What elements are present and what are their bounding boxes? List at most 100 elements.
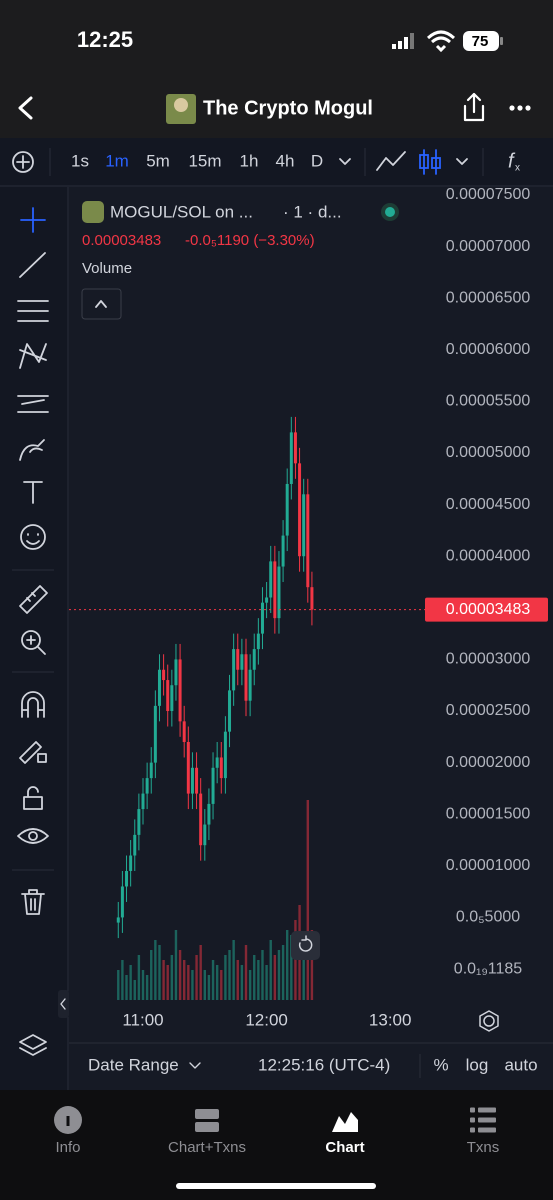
- emoji-tool[interactable]: [20, 524, 46, 550]
- nav-item[interactable]: Chart: [325, 1139, 364, 1156]
- y-tick-label: 0.00005500: [446, 393, 531, 410]
- volume-bar: [248, 970, 252, 1000]
- y-tick-label: 0.00001000: [446, 857, 531, 874]
- candle-body: [281, 535, 285, 567]
- crosshair-tool[interactable]: [20, 207, 46, 233]
- candle-body: [269, 561, 273, 598]
- candle-body: [116, 917, 120, 923]
- interval-button[interactable]: D: [311, 151, 323, 170]
- visibility-tool[interactable]: [17, 828, 49, 844]
- nav-item[interactable]: Info: [55, 1139, 80, 1156]
- volume-bar: [236, 960, 239, 1000]
- clock: 12:25:16 (UTC-4): [258, 1055, 390, 1074]
- volume-bar: [183, 960, 186, 1000]
- layers-tool[interactable]: [19, 1034, 47, 1056]
- candle-body: [211, 767, 215, 804]
- interval-button[interactable]: 1m: [105, 151, 129, 170]
- projection-tool[interactable]: [17, 395, 49, 413]
- delete-tool[interactable]: [21, 889, 45, 915]
- candle-body: [228, 690, 232, 732]
- symbol-name: MOGUL/SOL on ...: [110, 202, 253, 221]
- volume-bar: [215, 965, 219, 1000]
- scale-option[interactable]: auto: [504, 1055, 537, 1074]
- candle-body: [310, 587, 314, 610]
- collapse-arrow: [60, 998, 66, 1010]
- candle-body: [203, 824, 207, 846]
- symbol-suffix: · 1 · d...: [283, 202, 342, 221]
- legend-collapse[interactable]: [81, 288, 122, 320]
- y-tick-label: 0.00002000: [446, 754, 531, 771]
- volume-bar: [121, 960, 124, 1000]
- volume-bar: [203, 970, 206, 1000]
- volume-bar: [170, 955, 174, 1000]
- home-indicator: [176, 1183, 376, 1189]
- candle-body: [219, 757, 223, 779]
- settings-button[interactable]: [483, 1015, 495, 1027]
- interval-button[interactable]: 1s: [71, 151, 89, 170]
- line-chart-button[interactable]: [376, 151, 406, 171]
- brush-tool[interactable]: [19, 439, 45, 461]
- trendline-tool[interactable]: [19, 252, 46, 278]
- candle-body: [137, 809, 141, 835]
- nav-icon-detail: [66, 1116, 70, 1126]
- candle-body: [170, 685, 174, 712]
- magnet-tool[interactable]: [21, 691, 45, 718]
- interval-dropdown[interactable]: [339, 158, 351, 165]
- y-tick-label: 0.00005000: [446, 444, 531, 461]
- fib-tool[interactable]: [17, 300, 49, 322]
- candle-body: [174, 659, 178, 686]
- indicator-button[interactable]: f: [508, 150, 516, 172]
- reset-button[interactable]: [291, 931, 320, 960]
- volume-bar: [195, 955, 198, 1000]
- volume-bar: [125, 975, 128, 1000]
- scale-option[interactable]: %: [433, 1055, 448, 1074]
- back-button[interactable]: [18, 96, 33, 120]
- interval-button[interactable]: 15m: [188, 151, 221, 170]
- volume-bar: [232, 940, 235, 1000]
- settings-gear: [479, 1010, 499, 1032]
- more-button[interactable]: [509, 105, 531, 111]
- nav-icon: [470, 1127, 475, 1133]
- interval-button[interactable]: 4h: [276, 151, 295, 170]
- interval-button[interactable]: 5m: [146, 151, 170, 170]
- text-tool[interactable]: [23, 481, 43, 504]
- volume-bar: [265, 965, 268, 1000]
- candle-body: [306, 494, 310, 588]
- scale-option[interactable]: log: [466, 1055, 489, 1074]
- tool-column: [0, 187, 68, 1090]
- nav-item[interactable]: Chart+Txns: [168, 1139, 246, 1156]
- volume-bar: [224, 955, 227, 1000]
- candle-body: [298, 463, 302, 557]
- share-button[interactable]: [463, 92, 485, 122]
- volume-bar: [302, 940, 305, 1000]
- battery-icon: [463, 31, 499, 51]
- volume-bar: [141, 970, 145, 1000]
- candle-chart-button[interactable]: [419, 149, 441, 175]
- zoom-tool[interactable]: [21, 630, 41, 650]
- candle-body: [277, 566, 281, 619]
- collapse-tab[interactable]: [58, 990, 69, 1018]
- status-time: 12:25: [77, 27, 133, 52]
- nav-item[interactable]: Txns: [467, 1139, 500, 1156]
- candle-body: [289, 432, 293, 484]
- last-price-label: 0.00003483: [446, 601, 531, 618]
- volume-bar: [306, 800, 309, 1000]
- date-range-button[interactable]: Date Range: [88, 1055, 179, 1074]
- chart-type-dropdown[interactable]: [456, 158, 468, 165]
- candle-body: [195, 767, 199, 794]
- y-tick-label: 0.00007500: [446, 186, 531, 203]
- nav-icon: [478, 1127, 496, 1133]
- add-button[interactable]: [12, 151, 34, 173]
- y-tick-label: 0.00001500: [446, 805, 531, 822]
- candle-body: [133, 834, 137, 856]
- plot: 0.00007500 0.00007000 0.00006500 0.00006000…: [69, 186, 548, 1029]
- zoom-plus: [26, 635, 46, 655]
- ruler-tool[interactable]: [19, 585, 48, 614]
- unlock-tool[interactable]: [23, 786, 43, 810]
- interval-button[interactable]: 1h: [240, 151, 259, 170]
- lock-drawings-tool[interactable]: [19, 741, 47, 764]
- volume-bar: [187, 965, 190, 1000]
- volume-bar: [150, 950, 153, 1000]
- pattern-tool[interactable]: [19, 343, 47, 369]
